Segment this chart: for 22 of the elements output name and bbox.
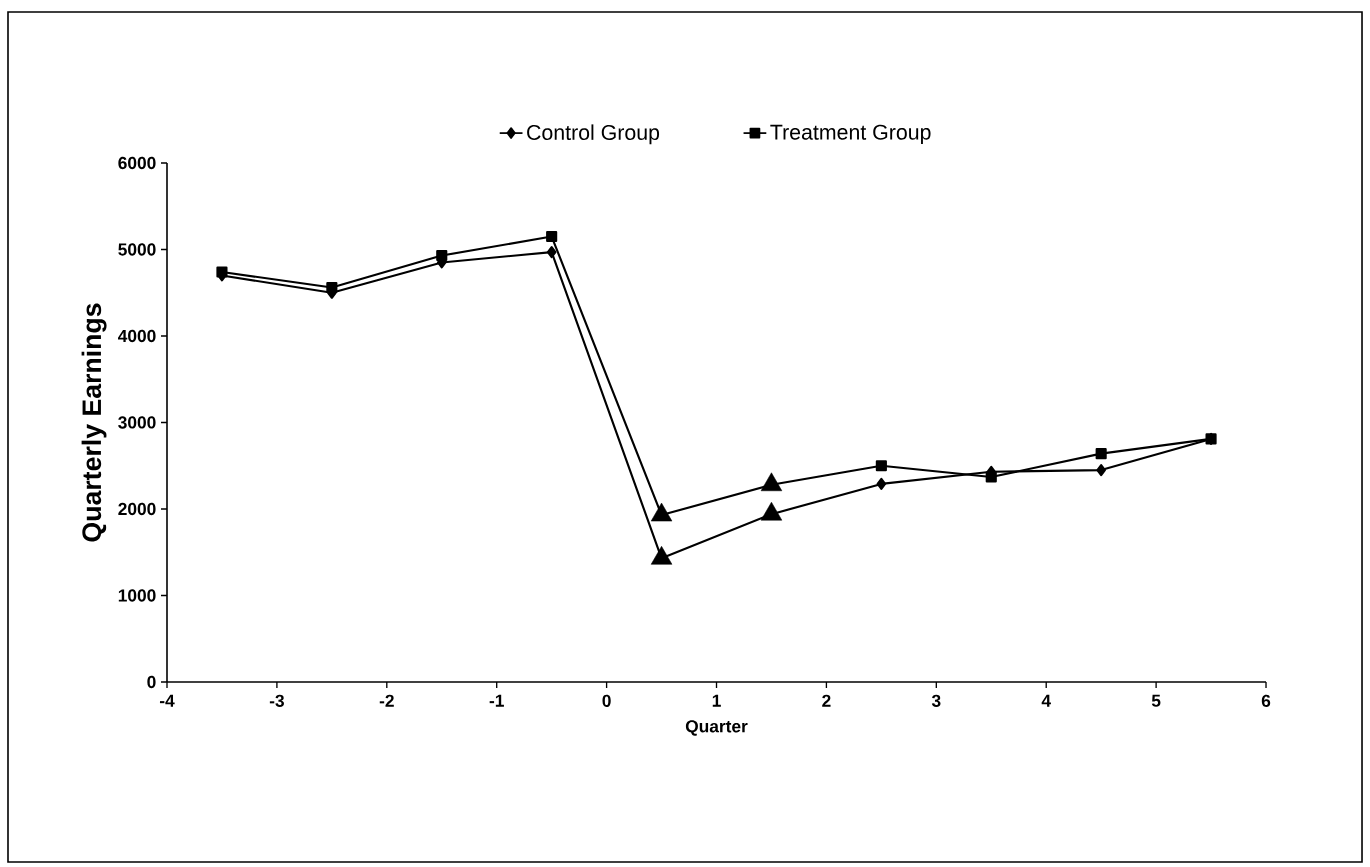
y-tick-label: 4000: [118, 329, 156, 343]
y-tick-label: 0: [147, 675, 156, 689]
x-axis-title: Quarter: [685, 720, 748, 736]
x-tick-label: 0: [602, 694, 611, 707]
y-tick-label: 6000: [118, 156, 156, 170]
y-axis-title: Quarterly Earnings: [81, 303, 107, 542]
x-tick-label: -4: [159, 694, 175, 707]
x-tick-label: 3: [931, 694, 941, 707]
y-tick-label: 2000: [118, 502, 156, 516]
x-tick-label: 5: [1151, 694, 1161, 707]
legend-label: Treatment Group: [770, 124, 931, 144]
y-tick-label: 5000: [118, 243, 156, 256]
x-tick-label: -2: [379, 694, 394, 707]
y-tick-label: 1000: [118, 589, 156, 602]
x-tick-label: 1: [712, 694, 721, 707]
x-tick-label: -1: [489, 694, 504, 707]
x-tick-label: -3: [269, 694, 284, 707]
x-tick-label: 4: [1041, 694, 1051, 707]
x-tick-label: 2: [822, 694, 831, 707]
legend-label: Control Group: [527, 124, 660, 145]
y-tick-label: 3000: [118, 416, 156, 429]
x-tick-label: 6: [1261, 694, 1271, 707]
